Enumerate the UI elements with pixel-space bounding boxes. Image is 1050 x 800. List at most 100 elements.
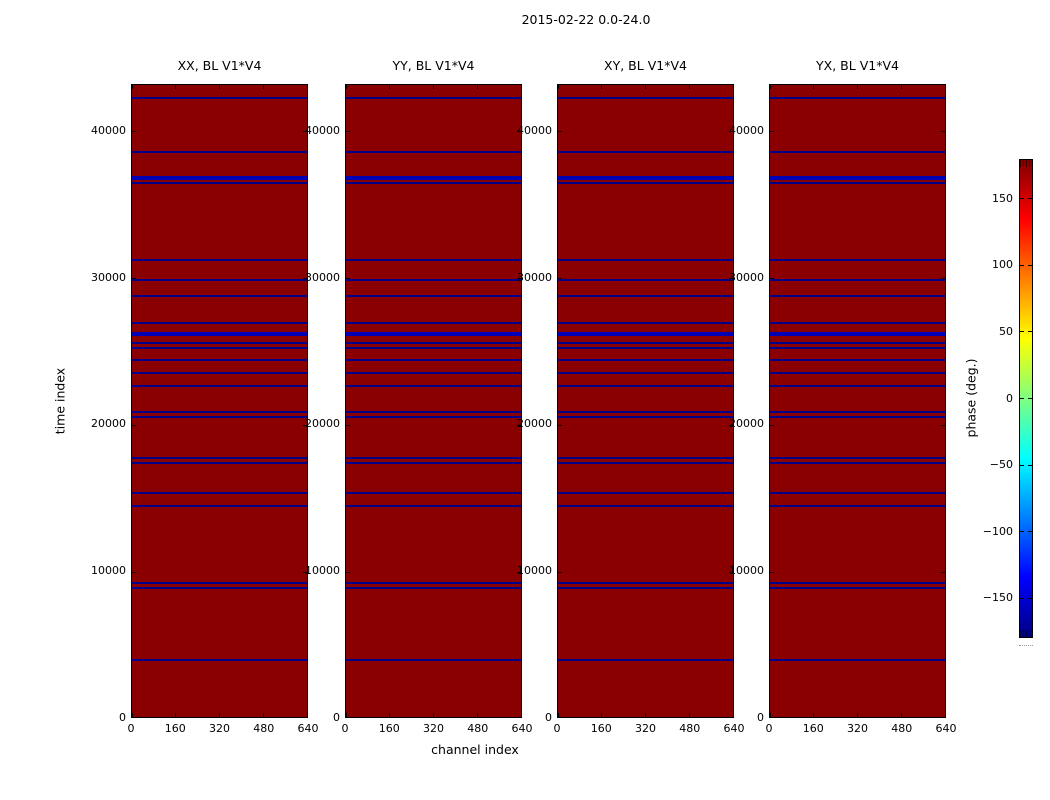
colorbar-tick-left: [1020, 531, 1024, 533]
colorbar-tick-left: [1020, 597, 1024, 599]
y-tick-label: 30000: [91, 270, 126, 284]
colorbar-top-hatch: [1020, 160, 1032, 167]
y-axis-label-anchor: time index: [53, 368, 126, 434]
y-tick-label: 30000: [305, 270, 340, 284]
y-axis-label: time index: [52, 367, 68, 435]
y-tick-right: [941, 278, 945, 280]
y-tick-left: [132, 424, 136, 426]
flagged-row-line: [558, 586, 733, 589]
flagged-row-line: [770, 279, 945, 282]
colorbar-tick-right: [1028, 531, 1032, 533]
x-tick-label: 320: [209, 722, 230, 735]
flagged-row-line: [770, 384, 945, 387]
y-tick-label: 20000: [517, 417, 552, 431]
y-tick-right: [517, 131, 521, 133]
flagged-row-line: [770, 410, 945, 413]
x-tick-top: [813, 85, 815, 89]
x-tick-top: [900, 85, 902, 89]
flagged-row-line: [558, 97, 733, 100]
flagged-row-line: [132, 371, 307, 374]
x-tick-bottom: [306, 713, 307, 717]
x-tick-top: [520, 85, 521, 89]
y-tick-label: 0: [545, 711, 552, 724]
y-tick-label: 20000: [729, 417, 764, 431]
flagged-row-line: [770, 461, 945, 464]
y-tick-right: [517, 278, 521, 280]
flagged-row-line: [558, 347, 733, 350]
flagged-row-line: [770, 259, 945, 262]
flagged-row-line: [132, 182, 307, 185]
colorbar: [1019, 159, 1033, 638]
x-tick-label: 480: [679, 722, 701, 735]
y-tick-left: [770, 424, 774, 426]
flagged-row-line: [132, 581, 307, 584]
heatmap-plot-area: [345, 84, 522, 718]
x-tick-top: [645, 85, 646, 89]
x-tick-top: [346, 85, 347, 89]
figure-title: 2015-02-22 0.0-24.0: [521, 12, 651, 27]
x-tick-bottom: [944, 713, 945, 717]
flagged-row-line: [770, 581, 945, 584]
y-tick-left: [770, 131, 774, 133]
flagged-row-line: [558, 410, 733, 413]
x-tick-top: [688, 85, 690, 89]
y-tick-label: 0: [757, 711, 764, 724]
flagged-row-line: [770, 331, 945, 336]
flagged-row-line: [558, 461, 733, 464]
y-tick-left: [346, 131, 350, 133]
flagged-row-line: [770, 150, 945, 153]
flagged-row-line: [558, 505, 733, 508]
y-tick-label: 0: [333, 711, 340, 724]
flagged-row-line: [770, 182, 945, 185]
x-tick-bottom: [520, 713, 521, 717]
y-tick-left: [132, 278, 136, 280]
colorbar-tick-left: [1020, 464, 1024, 466]
colorbar-tick-label: −100: [982, 524, 1013, 538]
y-tick-right: [941, 131, 945, 133]
x-tick-bottom: [732, 713, 733, 717]
x-tick-bottom: [346, 713, 347, 717]
colorbar-tick-right: [1028, 264, 1032, 266]
flagged-row-line: [346, 384, 521, 387]
heatmap-plot-area: [131, 84, 308, 718]
flagged-row-line: [770, 322, 945, 325]
x-tick-label: 0: [341, 722, 349, 735]
flagged-row-line: [558, 322, 733, 325]
x-tick-bottom: [132, 713, 133, 717]
colorbar-tick-right: [1028, 198, 1032, 200]
y-tick-left: [346, 424, 350, 426]
x-tick-bottom: [219, 713, 220, 717]
flagged-row-line: [558, 182, 733, 185]
y-tick-left: [558, 131, 562, 133]
x-tick-label: 640: [935, 722, 957, 735]
flagged-row-line: [132, 341, 307, 344]
x-axis-label: channel index: [431, 742, 519, 757]
x-tick-label: 320: [847, 722, 868, 735]
y-tick-left: [770, 278, 774, 280]
flagged-row-line: [132, 150, 307, 153]
flagged-row-line: [558, 658, 733, 661]
y-tick-right: [517, 571, 521, 573]
x-tick-top: [558, 85, 559, 89]
colorbar-tick-label: −50: [989, 458, 1013, 472]
x-tick-bottom: [900, 713, 902, 717]
x-tick-bottom: [175, 713, 177, 717]
y-tick-left: [346, 571, 350, 573]
flagged-row-line: [132, 176, 307, 181]
flagged-row-line: [346, 347, 521, 350]
y-tick-right: [303, 571, 307, 573]
flagged-row-line: [132, 491, 307, 494]
flagged-row-line: [770, 341, 945, 344]
colorbar-extend-dots: [1019, 645, 1033, 646]
y-tick-label: 10000: [729, 564, 764, 578]
flagged-row-line: [132, 461, 307, 464]
flagged-row-line: [346, 586, 521, 589]
flagged-row-line: [770, 505, 945, 508]
flagged-row-line: [132, 384, 307, 387]
colorbar-tick-right: [1028, 597, 1032, 599]
y-tick-label: 40000: [91, 123, 126, 137]
y-tick-right: [729, 278, 733, 280]
x-tick-label: 0: [765, 722, 773, 735]
flagged-row-line: [132, 415, 307, 418]
flagged-row-line: [770, 491, 945, 494]
